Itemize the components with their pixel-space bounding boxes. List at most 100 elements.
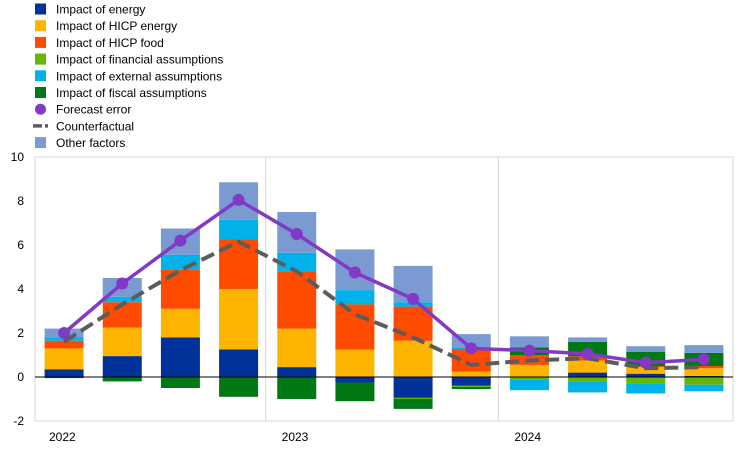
bar-stack-2024-q2 (568, 337, 608, 393)
bar-impact-of-hicp-food-2022-q1 (44, 340, 84, 349)
legend-item-other-factors: Other factors (35, 136, 125, 150)
point-forecast-error-2024-q2 (581, 347, 594, 360)
bar-impact-of-hicp-energy-2023-q4 (451, 371, 491, 377)
bar-impact-of-external-assumptions-2024-q2 (568, 381, 608, 393)
bar-impact-of-fiscal-assumptions-2023-q2 (335, 382, 375, 402)
point-forecast-error-2024-q1 (523, 344, 536, 357)
bar-impact-of-fiscal-assumptions-2023-q1 (277, 377, 317, 399)
bar-impact-of-fiscal-assumptions-2022-q4 (219, 377, 259, 397)
legend-item-impact-of-hicp-food: Impact of HICP food (35, 36, 164, 50)
bar-impact-of-energy-2023-q4 (451, 377, 491, 386)
point-forecast-error-2022-q2 (116, 277, 129, 290)
legend: Impact of energy Impact of HICP energy Imp… (33, 3, 223, 150)
bar-impact-of-hicp-energy-2022-q4 (219, 289, 259, 350)
bar-impact-of-energy-2022-q4 (219, 349, 259, 377)
legend-label-impact-of-hicp-energy: Impact of HICP energy (56, 19, 177, 33)
bar-impact-of-fiscal-assumptions-2023-q4 (451, 386, 491, 390)
bar-impact-of-external-assumptions-2022-q2 (102, 296, 142, 303)
bar-impact-of-hicp-energy-2023-q1 (277, 328, 317, 368)
bar-impact-of-energy-2024-q3 (626, 373, 666, 377)
point-forecast-error-2022-q1 (58, 327, 71, 339)
bar-impact-of-external-assumptions-2023-q2 (335, 290, 375, 305)
bar-impact-of-hicp-energy-2022-q3 (160, 308, 200, 338)
bar-impact-of-hicp-energy-2023-q3 (393, 340, 433, 377)
bar-impact-of-financial-assumptions-2024-q2 (568, 377, 608, 382)
y-axis: -2 0 2 4 6 8 10 (11, 150, 25, 428)
bar-impact-of-hicp-food-2024-q4 (684, 366, 724, 369)
bar-impact-of-external-assumptions-2023-q1 (277, 252, 317, 272)
bar-impact-of-external-assumptions-2022-q1 (44, 337, 84, 341)
bar-stack-2023-q4 (451, 334, 491, 390)
bar-impact-of-hicp-food-2023-q3 (393, 306, 433, 341)
line-forecast-error (62, 197, 705, 365)
legend-item-impact-of-external-assumptions: Impact of external assumptions (35, 69, 222, 83)
y-tick-label: 4 (17, 282, 24, 296)
point-forecast-error-2023-q1 (290, 228, 303, 240)
legend-swatch-forecast-error (35, 103, 46, 115)
bar-impact-of-energy-2023-q2 (335, 377, 375, 383)
legend-item-impact-of-hicp-energy: Impact of HICP energy (35, 19, 177, 33)
bar-impact-of-financial-assumptions-2024-q3 (626, 377, 666, 384)
point-forecast-error-2023-q2 (348, 266, 361, 279)
bar-impact-of-external-assumptions-2022-q4 (219, 219, 259, 240)
bar-other-factors-2024-q4 (684, 345, 724, 353)
legend-label-impact-of-financial-assumptions: Impact of financial assumptions (56, 53, 223, 67)
y-tick-label: 8 (17, 194, 24, 208)
y-tick-label: 6 (17, 238, 24, 252)
y-tick-label: 2 (17, 326, 24, 340)
legend-label-forecast-error: Forecast error (56, 103, 131, 117)
bar-impact-of-fiscal-assumptions-2022-q1 (44, 377, 84, 379)
bar-other-factors-2024-q1 (509, 336, 549, 348)
bar-impact-of-external-assumptions-2024-q1 (509, 379, 549, 391)
legend-swatch-impact-of-hicp-energy (35, 20, 46, 32)
bar-other-factors-2024-q2 (568, 337, 608, 342)
legend-swatch-impact-of-hicp-food (35, 36, 46, 48)
point-forecast-error-2024-q3 (639, 356, 652, 369)
bar-impact-of-hicp-food-2022-q3 (160, 269, 200, 309)
point-forecast-error-2022-q4 (232, 193, 245, 206)
bars (44, 182, 724, 409)
legend-label-impact-of-energy: Impact of energy (56, 3, 145, 17)
lines (58, 193, 710, 371)
bar-impact-of-hicp-energy-2024-q4 (684, 368, 724, 376)
bar-impact-of-external-assumptions-2024-q3 (626, 383, 666, 394)
legend-swatch-other-factors (35, 137, 46, 149)
bar-impact-of-energy-2023-q1 (277, 367, 317, 377)
point-forecast-error-2022-q3 (174, 234, 187, 247)
y-tick-label: 0 (17, 370, 24, 384)
bar-impact-of-hicp-energy-2024-q1 (509, 364, 549, 377)
bar-impact-of-energy-2023-q3 (393, 377, 433, 398)
bar-impact-of-hicp-energy-2023-q2 (335, 349, 375, 377)
x-axis: 2022 2023 2024 (49, 430, 541, 444)
y-tick-label: -2 (13, 414, 24, 428)
line-counterfactual (63, 239, 704, 371)
x-year-label-2024: 2024 (514, 430, 541, 444)
bar-impact-of-financial-assumptions-2024-q4 (684, 377, 724, 385)
plot-area: -2 0 2 4 6 8 10 2022 2023 2024 (11, 150, 734, 444)
bar-impact-of-fiscal-assumptions-2022-q2 (102, 377, 142, 382)
point-forecast-error-2024-q4 (697, 353, 710, 366)
bar-impact-of-financial-assumptions-2023-q4 (451, 385, 491, 387)
legend-item-impact-of-financial-assumptions: Impact of financial assumptions (35, 53, 223, 67)
bar-impact-of-fiscal-assumptions-2023-q3 (393, 399, 433, 409)
bar-impact-of-fiscal-assumptions-2022-q3 (160, 377, 200, 388)
bar-impact-of-energy-2022-q1 (44, 369, 84, 377)
legend-swatch-impact-of-financial-assumptions (35, 53, 46, 65)
legend-swatch-impact-of-external-assumptions (35, 70, 46, 82)
legend-item-impact-of-fiscal-assumptions: Impact of fiscal assumptions (35, 86, 207, 100)
legend-label-counterfactual: Counterfactual (56, 119, 134, 133)
bar-impact-of-energy-2024-q2 (568, 372, 608, 377)
plot-frame (34, 156, 734, 422)
y-tick-label: 10 (11, 150, 25, 164)
bar-impact-of-hicp-food-2023-q2 (335, 304, 375, 350)
bar-impact-of-financial-assumptions-2024-q1 (509, 377, 549, 380)
bar-other-factors-2024-q3 (626, 346, 666, 352)
legend-item-forecast-error: Forecast error (35, 103, 131, 117)
bar-impact-of-hicp-energy-2024-q3 (626, 367, 666, 374)
legend-swatch-impact-of-energy (35, 3, 46, 15)
x-year-label-2023: 2023 (282, 430, 309, 444)
legend-item-impact-of-energy: Impact of energy (35, 3, 145, 17)
bar-impact-of-energy-2022-q3 (160, 337, 200, 377)
point-forecast-error-2023-q3 (407, 292, 420, 305)
